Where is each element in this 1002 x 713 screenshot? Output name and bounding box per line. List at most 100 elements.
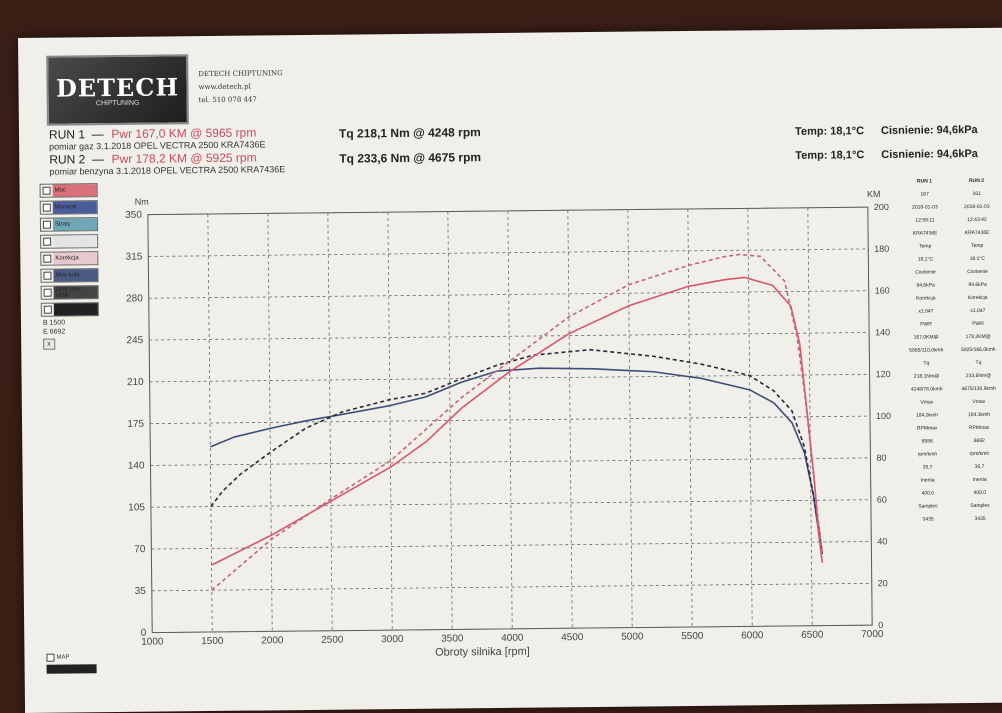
y-left-tick-label: 105 — [128, 502, 145, 513]
run1-pressure: Cisnienie: 94,6kPa — [880, 123, 978, 137]
table-cell: 4675/130,9kmh — [961, 385, 996, 393]
y-right-axis-label: KM — [867, 189, 881, 199]
legend-item-1[interactable]: Moment — [39, 200, 98, 215]
table-cell: Korekcja — [968, 294, 988, 302]
table-cell: 233,6Nm@ — [965, 372, 992, 380]
x-tick-label: 5500 — [681, 631, 704, 642]
y-left-tick-label: 175 — [127, 419, 144, 430]
table-cell: RUN 1 — [917, 178, 933, 185]
table-cell: 3435 — [974, 515, 986, 523]
table-cell: Tq — [975, 359, 982, 366]
detech-logo: DETECH CHIPTUNING — [46, 54, 189, 126]
table-cell: 94,6kPa — [916, 282, 935, 289]
y-right-tick-label: 80 — [876, 453, 886, 463]
table-cell: 167,0KM@ — [913, 334, 939, 341]
table-cell: PWR — [972, 320, 984, 328]
table-cell: 2018-01-03 — [963, 203, 990, 211]
dyno-chart: 1000 1500 2000 2500 3000 3500 4000 4500 5000 5500… — [125, 189, 891, 659]
x-gridline — [747, 208, 753, 627]
x-tick-label: 2500 — [321, 635, 344, 646]
y-left-tick-label: 315 — [126, 252, 143, 263]
x-gridline — [327, 212, 333, 631]
x-gridline — [867, 207, 873, 626]
y-gridline — [150, 499, 871, 508]
x-tick-label: 7000 — [861, 629, 884, 640]
legend-checkbox[interactable] — [42, 220, 51, 229]
company-website: www.detech.pl — [198, 82, 251, 92]
y-right-tick-label: 160 — [875, 285, 890, 295]
table-cell: Vmax — [972, 398, 986, 406]
run2-temp: Temp: 18,1°C — [795, 149, 865, 162]
legend-checkbox[interactable] — [42, 186, 51, 195]
legend-label — [53, 303, 98, 316]
table-cell: 6586 — [921, 438, 933, 445]
y-right-tick-label: 200 — [874, 202, 889, 212]
table-cell: Cisnienie — [967, 268, 988, 276]
table-cell: 3435 — [922, 516, 934, 523]
table-cell: rpm/kmh — [969, 450, 990, 458]
legend-label: Korekcja — [53, 252, 98, 265]
table-cell: 12:59:11 — [915, 217, 935, 224]
legend-checkbox[interactable] — [43, 271, 52, 280]
x-tick-label: 3000 — [381, 634, 404, 645]
table-cell: KRA7436E — [912, 230, 938, 237]
y-left-tick-label: 35 — [135, 586, 147, 597]
table-cell: 35,7 — [974, 463, 985, 471]
table-cell: Inertia — [920, 477, 935, 484]
legend-label: Moment — [52, 201, 97, 214]
y-gridline — [150, 457, 871, 466]
run2-table: RUN 2 161 2018-01-03 12:43:42 KRA7436E Temp 18… — [956, 178, 1002, 529]
run2-pressure: Cisnienie: 94,6kPa — [881, 147, 978, 161]
x-gridline — [387, 212, 393, 631]
legend-checkbox[interactable] — [43, 254, 52, 263]
x-axis-label: Obroty silnika [rpm] — [435, 646, 530, 659]
run1-torque: Tq 218,1 Nm @ 4248 rpm — [338, 125, 481, 141]
table-cell: rpm/kmh — [917, 451, 938, 458]
legend-checkbox[interactable] — [43, 305, 52, 314]
legend-item-7[interactable] — [40, 302, 99, 317]
x-gridline — [687, 208, 693, 627]
legend-item-3[interactable] — [40, 234, 99, 249]
table-cell: 161 — [972, 190, 981, 198]
table-cell: 400,0 — [921, 490, 935, 497]
x-tick-label: 4500 — [561, 632, 584, 643]
map-control: MAP — [46, 653, 97, 674]
legend-checkbox[interactable] — [42, 203, 51, 212]
table-cell: 12:43:42 — [967, 216, 987, 224]
power-curve-run2 — [211, 253, 824, 591]
y-left-tick-label: 245 — [126, 335, 143, 346]
y-right-tick-label: 140 — [875, 327, 890, 337]
legend-checkbox[interactable] — [43, 288, 52, 297]
legend-item-2[interactable]: Straty — [39, 217, 99, 232]
x-gridline — [447, 211, 453, 630]
table-cell: Samples — [918, 503, 938, 510]
table-cell: 184,0kmh — [915, 412, 939, 419]
table-cell: 94,6kPa — [968, 281, 987, 289]
x-tick-label: 4000 — [501, 633, 524, 644]
x-gridline — [567, 210, 573, 629]
table-cell: 218,1Nm@ — [913, 373, 940, 380]
y-left-tick-label: 0 — [141, 628, 147, 639]
table-cell: 18,1°C — [969, 255, 986, 263]
legend-label: Moc — [52, 184, 97, 197]
x-gridline — [807, 207, 813, 626]
legend-item-5[interactable]: Moc koła — [40, 268, 99, 283]
x-tick-label: 6000 — [741, 630, 764, 641]
legend-checkbox[interactable] — [43, 237, 52, 246]
legend-panel: Moc Moment Straty Korekcja Moc koła Zew.… — [39, 183, 99, 320]
side-info: B 1500 E 6692 x — [43, 319, 66, 350]
table-cell: Korekcja — [916, 295, 936, 302]
legend-item-4[interactable]: Korekcja — [40, 251, 99, 266]
y-gridline — [152, 624, 873, 634]
side-button[interactable]: x — [43, 338, 55, 350]
y-right-tick-label: 180 — [874, 244, 889, 254]
legend-item-6[interactable]: Zew. moc. silnik — [40, 285, 99, 300]
map-checkbox[interactable]: MAP — [46, 653, 96, 662]
table-cell: x1,047 — [970, 307, 986, 315]
y-left-tick-label: 280 — [126, 293, 143, 304]
run2-desc: pomiar benzyna 3.1.2018 OPEL VECTRA 2500… — [49, 164, 286, 177]
legend-item-0[interactable]: Moc — [39, 183, 98, 198]
torque-curve-run1 — [209, 367, 824, 555]
map-color-bar[interactable] — [46, 664, 97, 674]
side-line2: E 6692 — [43, 328, 66, 336]
